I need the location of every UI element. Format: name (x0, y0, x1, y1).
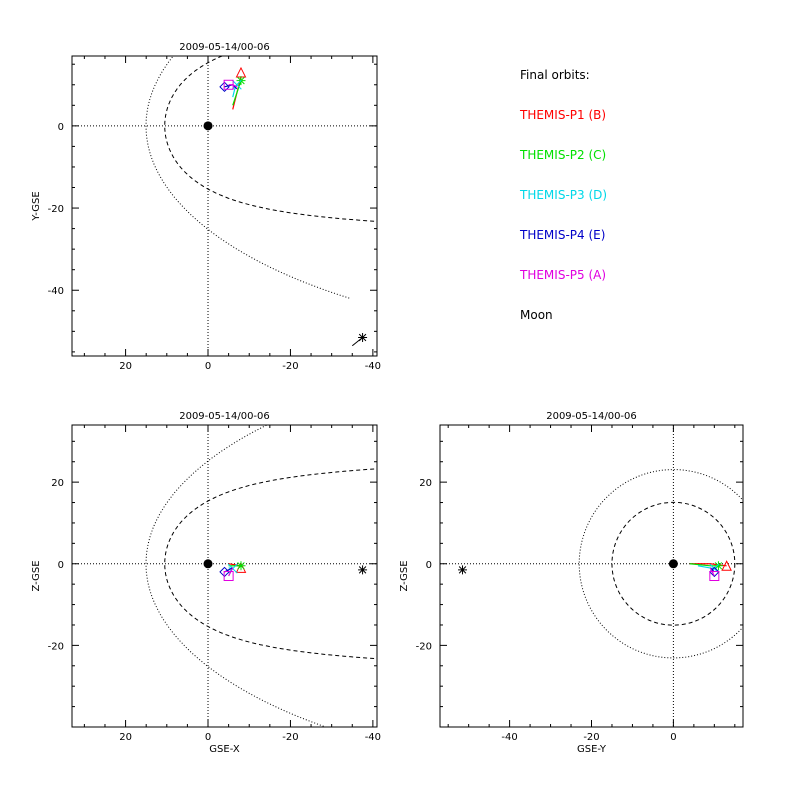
y-axis-label: Y-GSE (31, 191, 42, 221)
spacecraft-track (689, 563, 727, 567)
x-tick-label: 0 (205, 732, 211, 743)
magnetopause-boundary (611, 501, 736, 626)
spacecraft-track (697, 565, 715, 570)
moon-marker (358, 565, 368, 575)
earth-marker (668, 559, 678, 569)
plot-area (440, 425, 743, 727)
x-tick-label: -40 (501, 732, 517, 743)
spacecraft-track (232, 80, 242, 106)
bow-shock-boundary (145, 56, 350, 299)
bow-shock-boundary (145, 425, 328, 727)
y-tick-label: 0 (58, 122, 64, 133)
plot-frame (71, 424, 378, 728)
panel-xy: 2009-05-14/00-06 20 0 -20 -40 -40 -20 0 Y-GSE (31, 42, 381, 372)
y-tick-label: -20 (48, 204, 64, 215)
x-tick-label: 20 (119, 361, 132, 372)
x-axis-label: GSE-Y (577, 744, 607, 755)
plot-title: 2009-05-14/00-06 (179, 411, 270, 422)
spacecraft-marker (235, 66, 247, 78)
legend-entry-p1: THEMIS-P1 (B) (520, 108, 607, 122)
y-tick-label: 0 (58, 560, 64, 571)
moon-marker (358, 333, 368, 343)
legend-entry-p2: THEMIS-P2 (C) (520, 148, 607, 162)
moon-marker (458, 565, 468, 575)
plot-frame (439, 424, 744, 728)
spacecraft-marker (713, 561, 723, 571)
x-axis-label: GSE-X (209, 744, 240, 755)
spacecraft-marker (223, 79, 234, 90)
plot-title: 2009-05-14/00-06 (179, 42, 270, 53)
legend: Final orbits: THEMIS-P1 (B) THEMIS-P2 (C… (520, 66, 760, 346)
y-tick-label: 20 (51, 478, 64, 489)
y-tick-label: 0 (426, 560, 432, 571)
spacecraft-marker (236, 561, 246, 571)
magnetopause-boundary (164, 468, 377, 660)
plot-area (72, 425, 377, 727)
spacecraft-marker (709, 571, 720, 581)
spacecraft-marker (721, 560, 732, 571)
y-axis-label: Z-GSE (31, 560, 42, 591)
earth-marker (203, 559, 213, 569)
spacecraft-marker (223, 571, 234, 581)
plot-area (72, 56, 377, 356)
y-tick-label: 20 (419, 478, 432, 489)
legend-title: Final orbits: (520, 68, 590, 82)
legend-entry-moon: Moon (520, 308, 553, 322)
legend-entry-p5: THEMIS-P5 (A) (520, 268, 607, 282)
spacecraft-marker (219, 81, 230, 93)
x-tick-label: 20 (119, 732, 132, 743)
panel-xz: 2009-05-14/00-06 20 0 -20 -40 20 0 -20 GSE-X Z-GS… (31, 411, 381, 755)
x-tick-label: -20 (282, 732, 298, 743)
bow-shock-boundary (578, 469, 743, 659)
x-tick-label: -40 (365, 361, 381, 372)
x-tick-label: 0 (670, 732, 676, 743)
legend-entry-p4: THEMIS-P4 (E) (520, 228, 606, 242)
plot-frame (71, 55, 378, 357)
plot-title: 2009-05-14/00-06 (546, 411, 637, 422)
x-tick-label: -40 (365, 732, 381, 743)
y-tick-label: -40 (48, 286, 64, 297)
y-tick-label: -20 (48, 641, 64, 652)
earth-marker (203, 121, 213, 131)
x-tick-label: -20 (583, 732, 599, 743)
x-tick-label: 0 (205, 361, 211, 372)
y-tick-label: -20 (416, 641, 432, 652)
x-tick-label: -20 (282, 361, 298, 372)
y-axis-label: Z-GSE (399, 560, 410, 591)
spacecraft-marker (232, 79, 242, 90)
legend-entry-p3: THEMIS-P3 (D) (520, 188, 608, 202)
